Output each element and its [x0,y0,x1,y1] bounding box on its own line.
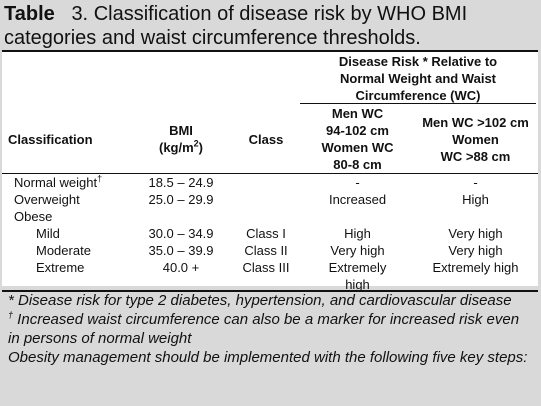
top-rule [2,50,538,52]
header-class: Class [248,132,284,147]
header-disease-risk-line3: Circumference (WC) [355,88,481,103]
header-disease-risk-line1: Disease Risk * Relative to [338,54,498,69]
header-high-wc: Men WC >102 cm Women WC >88 cm [422,115,529,164]
caption-title: Classification of disease risk by WHO BM… [4,3,468,49]
footnote-disease-risk: * Disease risk for type 2 diabetes, hype… [8,292,512,309]
header-bmi: BMI (kg/m2) [136,122,226,156]
caption-label: Table [4,3,55,25]
footnote-waist: † Increased waist circumference can also… [8,310,520,348]
caption-number: 3. [71,3,89,25]
extreme-risk-mid: Extremely high [328,260,387,292]
header-bmi-line1: BMI [169,123,193,138]
table-footnotes: * Disease risk for type 2 diabetes, hype… [8,291,528,367]
header-rule [2,173,538,174]
table-caption: Table 3. Classification of disease risk … [4,2,538,50]
bottom-rule [2,290,538,292]
header-bmi-line2: (kg/m2) [158,138,204,155]
header-moderate-wc: Men WC 94-102 cm Women WC 80-8 cm [321,106,394,172]
footnote-management: Obesity management should be implemented… [8,349,528,366]
header-subrule [300,103,536,104]
header-classification: Classification [8,132,93,147]
header-disease-risk-line2: Normal Weight and Waist [339,71,496,86]
table-body-area [2,52,538,286]
header-disease-risk: Disease Risk * Relative to Normal Weight… [300,53,536,104]
